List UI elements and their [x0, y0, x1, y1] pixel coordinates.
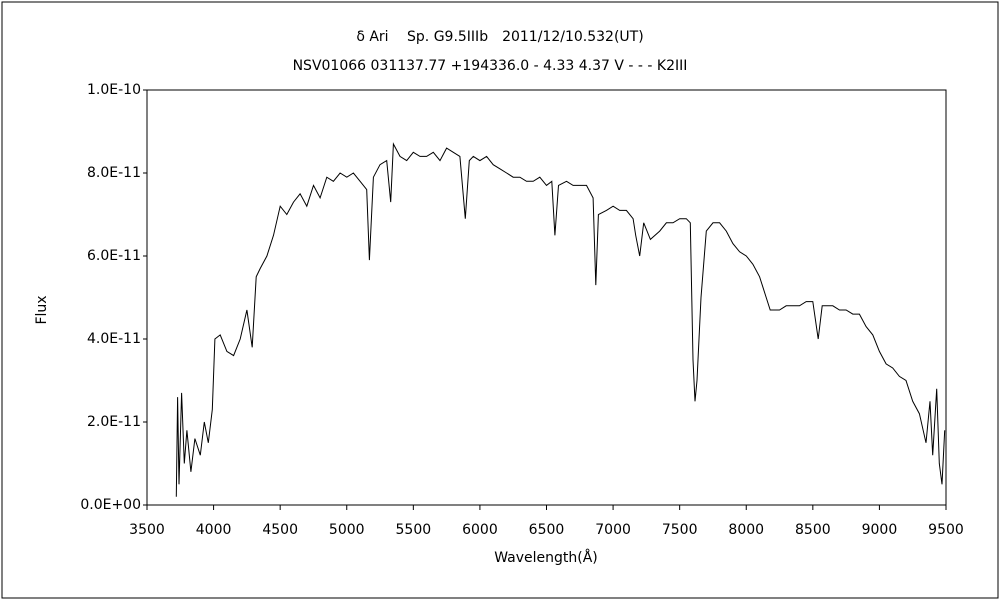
x-tick-label: 6500 [529, 522, 565, 538]
x-tick-label: 8500 [795, 522, 831, 538]
x-tick-label: 8000 [728, 522, 764, 538]
y-tick-label: 1.0E-10 [87, 82, 141, 98]
chart-title: δ Ari Sp. G9.5IIIb 2011/12/10.532(UT) [356, 29, 643, 45]
x-tick-label: 9000 [862, 522, 898, 538]
spectrum-line [175, 142, 946, 497]
x-tick-label: 7000 [595, 522, 631, 538]
y-tick-label: 0.0E+00 [80, 497, 141, 513]
x-tick-label: 5500 [396, 522, 432, 538]
x-tick-label: 4000 [196, 522, 232, 538]
y-tick-label: 6.0E-11 [87, 248, 141, 264]
y-tick-label: 2.0E-11 [87, 414, 141, 430]
x-axis-label: Wavelength(Å) [494, 549, 598, 566]
x-tick-label: 7500 [662, 522, 698, 538]
x-tick-label: 9500 [928, 522, 964, 538]
x-tick-label: 4500 [262, 522, 298, 538]
x-tick-label: 3500 [129, 522, 165, 538]
y-axis-label: Flux [34, 295, 50, 324]
y-tick-label: 4.0E-11 [87, 331, 141, 347]
chart-subtitle: NSV01066 031137.77 +194336.0 - 4.33 4.37… [293, 58, 688, 74]
x-tick-label: 6000 [462, 522, 498, 538]
y-tick-label: 8.0E-11 [87, 165, 141, 181]
x-tick-label: 5000 [329, 522, 365, 538]
